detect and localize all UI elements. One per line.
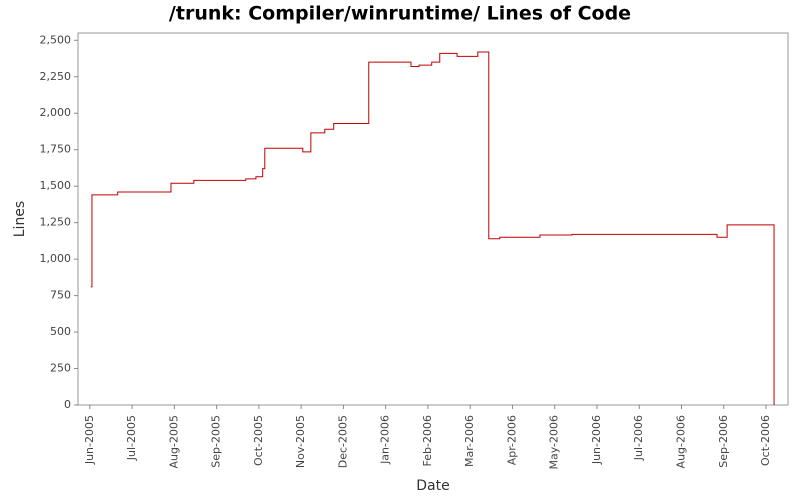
- y-tick-label: 1,250: [40, 216, 72, 229]
- x-tick-label: Sep-2006: [717, 415, 730, 468]
- y-tick-label: 500: [50, 325, 71, 338]
- x-tick-label: Jan-2006: [379, 415, 392, 465]
- x-tick-label: Mar-2006: [463, 415, 476, 467]
- x-tick-label: Aug-2005: [167, 415, 180, 468]
- x-tick-label: Jun-2006: [590, 415, 603, 465]
- plot-area: [77, 32, 789, 406]
- x-axis-label: Date: [416, 478, 449, 494]
- y-tick-label: 1,500: [40, 179, 72, 192]
- chart-title: /trunk: Compiler/winruntime/ Lines of Co…: [169, 3, 631, 25]
- y-tick-label: 0: [64, 398, 71, 411]
- x-tick-label: Apr-2006: [505, 415, 518, 465]
- y-axis-label: Lines: [12, 201, 28, 237]
- y-tick-label: 1,000: [40, 252, 72, 265]
- x-tick-label: Dec-2005: [336, 415, 349, 468]
- y-tick-label: 250: [50, 362, 71, 375]
- x-tick-label: Jul-2006: [632, 415, 645, 461]
- y-tick-label: 750: [50, 289, 71, 302]
- x-tick-label: Oct-2006: [759, 415, 772, 466]
- x-tick-label: Oct-2005: [252, 415, 265, 466]
- x-tick-label: Aug-2006: [675, 415, 688, 468]
- x-tick-label: Sep-2005: [210, 415, 223, 468]
- y-tick-label: 2,250: [40, 70, 72, 83]
- y-tick-label: 2,500: [40, 33, 72, 46]
- x-tick-label: Jun-2005: [83, 415, 96, 465]
- y-tick-label: 1,750: [40, 143, 72, 156]
- x-tick-label: Feb-2006: [421, 415, 434, 466]
- step-line: [90, 51, 775, 405]
- x-tick-label: Jul-2005: [125, 415, 138, 461]
- x-tick-label: Nov-2005: [294, 415, 307, 468]
- y-tick-label: 2,000: [40, 106, 72, 119]
- x-tick-label: May-2006: [548, 415, 561, 470]
